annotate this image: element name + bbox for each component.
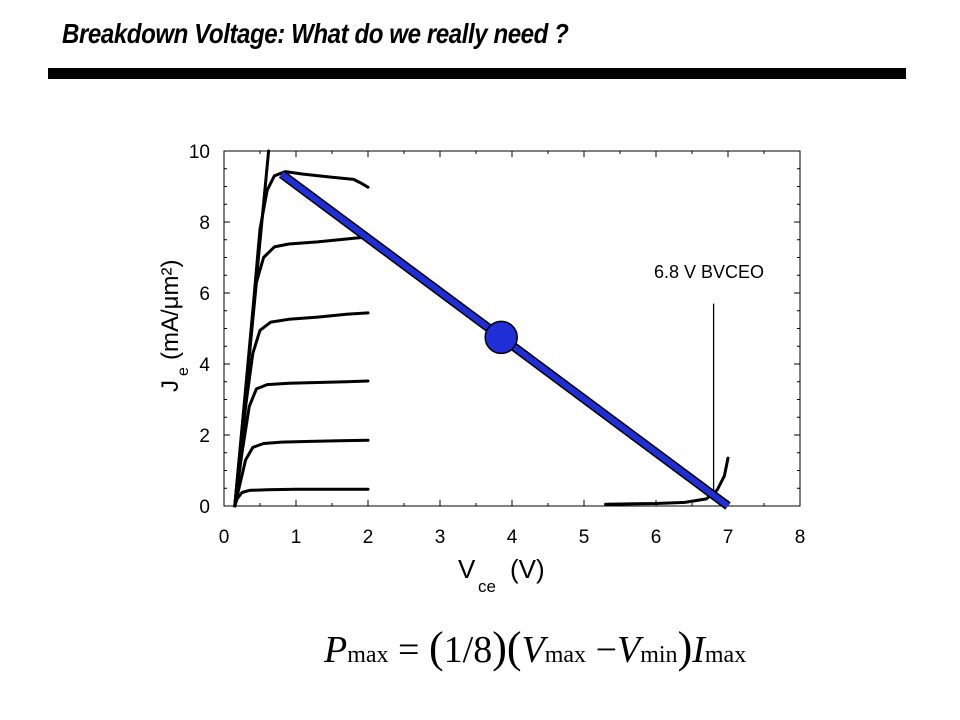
y-tick-label: 8 xyxy=(199,213,210,234)
formula-p: P xyxy=(324,629,348,671)
x-tick-label: 0 xyxy=(219,527,230,548)
y-axis-label-unit: (mA/μm²) xyxy=(157,260,184,360)
formula-lparen-2: ( xyxy=(506,623,522,672)
x-tick-label: 6 xyxy=(651,527,662,548)
x-tick-label: 3 xyxy=(435,527,446,548)
x-tick-label: 8 xyxy=(795,527,806,548)
operating-point xyxy=(484,320,518,355)
ic-vce-curve-4 xyxy=(233,311,370,508)
plot-curves xyxy=(233,149,730,508)
plot-axes: 0 1 2 3 4 5 6 7 8 0 2 4 6 8 10 xyxy=(189,142,805,548)
y-tick-label: 2 xyxy=(199,426,210,447)
annotation-bvceo: 6.8 V BVCEO xyxy=(654,262,764,282)
formula-equals: = xyxy=(398,629,420,671)
y-axis-label-main: J xyxy=(157,380,184,392)
formula-rparen-2: ) xyxy=(677,623,693,672)
x-tick-label: 2 xyxy=(363,527,374,548)
y-axis-label-sub: e xyxy=(175,367,192,376)
y-tick-label: 10 xyxy=(189,142,210,163)
title-rule xyxy=(48,68,906,79)
formula-sub-max-3: max xyxy=(704,642,747,668)
formula-v-1: V xyxy=(521,629,545,671)
iv-characteristics-chart: 0 1 2 3 4 5 6 7 8 0 2 4 6 8 10 J e (mA/μm²) V ce (V) 6… xyxy=(157,142,805,596)
ic-vce-curve-2 xyxy=(233,438,370,508)
x-axis-label-unit: (V) xyxy=(510,554,545,584)
ic-vce-curve-8 xyxy=(604,456,730,506)
x-tick-label: 7 xyxy=(723,527,734,548)
plot-overlay xyxy=(278,170,731,510)
x-tick-label: 4 xyxy=(507,527,518,548)
pmax-formula: Pmax = (1/8)(Vmax −Vmin)Imax xyxy=(324,622,746,682)
formula-sub-min: min xyxy=(640,642,678,668)
y-tick-label: 0 xyxy=(199,497,210,518)
y-tick-label: 6 xyxy=(199,284,210,305)
formula-fraction: 1/8 xyxy=(443,629,493,671)
ic-vce-curve-3 xyxy=(233,379,370,508)
ic-vce-curve-7 xyxy=(233,149,271,508)
formula-sub-max-2: max xyxy=(544,642,587,668)
x-tick-label: 1 xyxy=(291,527,302,548)
x-axis-label-main: V xyxy=(458,554,476,584)
formula-minus: − xyxy=(595,629,617,671)
formula-v-2: V xyxy=(617,629,641,671)
slide-title: Breakdown Voltage: What do we really nee… xyxy=(62,18,569,49)
formula-rparen-1: ) xyxy=(492,623,507,672)
ic-vce-curve-1 xyxy=(233,487,370,508)
x-tick-label: 5 xyxy=(579,527,590,548)
y-tick-label: 4 xyxy=(199,355,210,376)
formula-i: I xyxy=(692,629,705,671)
x-axis-label-sub: ce xyxy=(478,577,496,596)
formula-lparen-1: ( xyxy=(428,623,444,672)
formula-sub-max-1: max xyxy=(347,642,389,668)
